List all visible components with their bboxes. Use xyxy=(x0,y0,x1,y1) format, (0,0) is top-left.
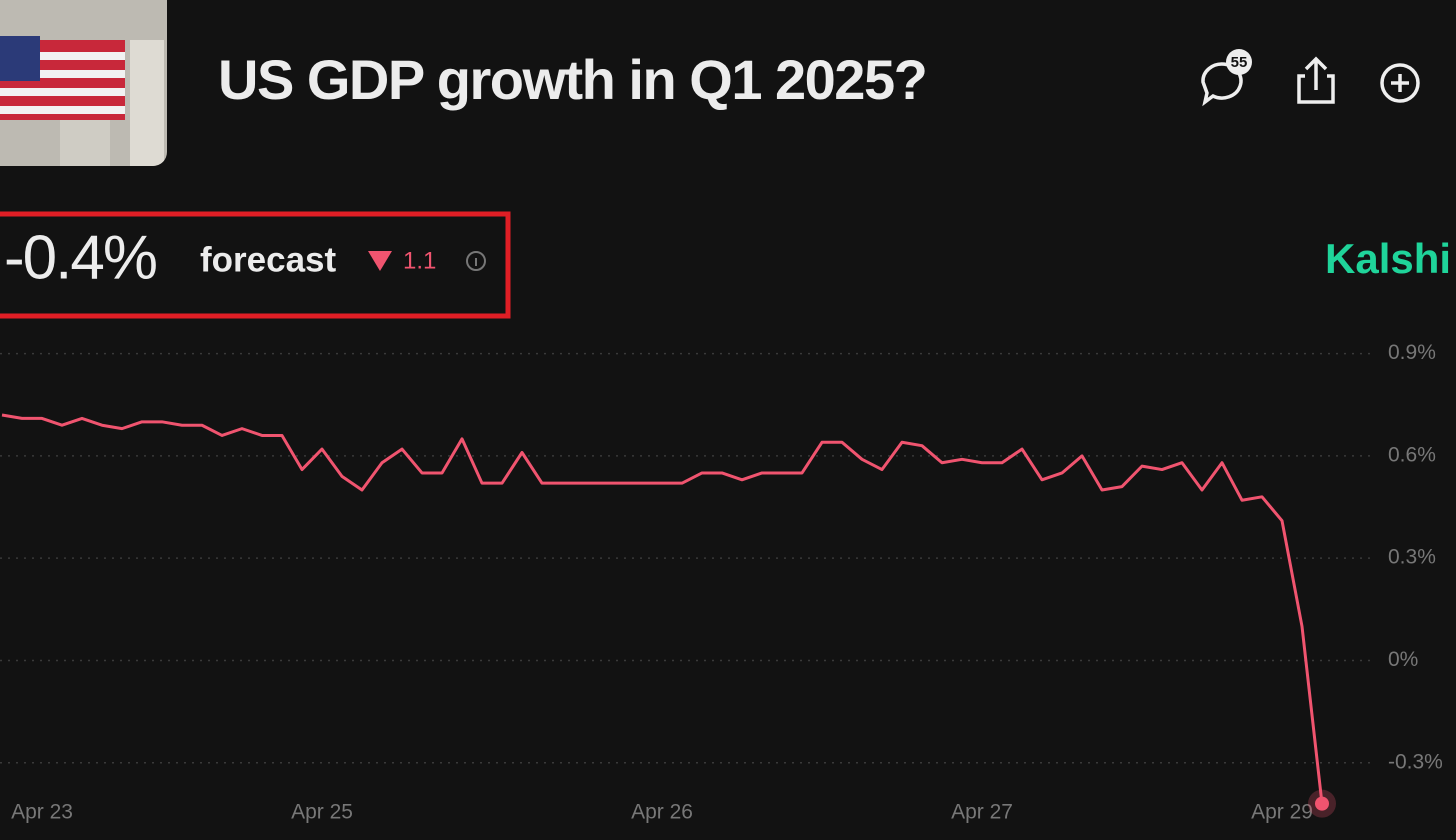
down-triangle xyxy=(368,251,392,271)
y-tick-label: -0.3% xyxy=(1388,750,1443,773)
thumb-stripe xyxy=(0,88,125,96)
thumb-stripe xyxy=(0,106,125,114)
share-arrow xyxy=(1304,56,1328,90)
x-tick-label: Apr 26 xyxy=(631,801,693,824)
x-tick-label: Apr 27 xyxy=(951,801,1013,824)
comment-count: 55 xyxy=(1231,54,1248,71)
comments-button[interactable]: 55 xyxy=(1201,49,1252,107)
title: US GDP growth in Q1 2025? xyxy=(218,48,926,111)
highlight-box xyxy=(0,211,511,319)
y-tick-label: 0.3% xyxy=(1388,546,1436,569)
y-tick-label: 0.6% xyxy=(1388,443,1436,466)
badge xyxy=(1226,49,1252,75)
info-icon[interactable] xyxy=(466,251,486,271)
add-button[interactable] xyxy=(1380,63,1420,103)
change: 1.1 xyxy=(403,247,436,274)
thumb-stripe xyxy=(0,52,125,60)
forecast-value: -0.4% xyxy=(4,223,156,292)
comment-icon xyxy=(1201,62,1243,107)
thumb-canton xyxy=(0,36,40,81)
add-circle xyxy=(1380,63,1420,103)
line xyxy=(1,413,1324,804)
y-tick-label: 0% xyxy=(1388,648,1418,671)
thumbnail[interactable] xyxy=(0,0,167,166)
x-tick-label: Apr 25 xyxy=(291,801,353,824)
add-plus xyxy=(1391,74,1409,92)
share-button[interactable] xyxy=(1297,56,1335,104)
x-tick-label: Apr 29 xyxy=(1251,801,1313,824)
y-tick-label: 0.9% xyxy=(1388,341,1436,364)
chart: 0.9% 0.6% 0.3% 0% -0.3% Apr 23 Apr 25 Apr 26 Apr… xyxy=(0,341,1443,824)
end-dot xyxy=(1315,796,1329,811)
info-circle xyxy=(466,251,486,271)
forecast-label: forecast xyxy=(200,240,337,279)
source: Kalshi xyxy=(1325,235,1451,282)
share-box xyxy=(1297,74,1335,104)
x-tick-label: Apr 23 xyxy=(11,801,73,824)
thumb-column xyxy=(130,40,164,166)
thumb-stripe xyxy=(0,70,125,78)
